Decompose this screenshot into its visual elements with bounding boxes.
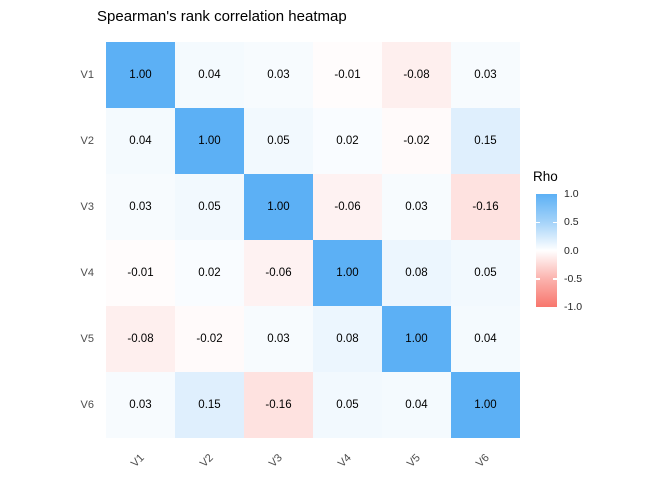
legend-tick-mark — [553, 278, 557, 280]
y-axis-label: V6 — [80, 399, 94, 411]
heatmap-cell: -0.01 — [106, 240, 175, 306]
legend-colorbar — [536, 194, 557, 307]
heatmap-cell: -0.08 — [382, 42, 451, 108]
heatmap-cell: 0.03 — [451, 42, 520, 108]
heatmap-cell: 0.04 — [106, 108, 175, 174]
legend-tick-label: 1.0 — [564, 188, 579, 200]
heatmap-cell: 1.00 — [106, 42, 175, 108]
heatmap-cell: 0.04 — [451, 306, 520, 372]
heatmap-cell: -0.16 — [244, 372, 313, 438]
heatmap-cell: 0.15 — [175, 372, 244, 438]
x-axis-label: V1 — [128, 451, 147, 470]
y-axis-label: V4 — [80, 267, 94, 279]
heatmap-cell: 0.05 — [451, 240, 520, 306]
heatmap-grid: 1.00 0.04 0.03 -0.01 -0.08 0.03 0.04 1.00 0.05 0.… — [106, 42, 520, 438]
x-axis-label: V5 — [404, 451, 423, 470]
heatmap-cell: 1.00 — [451, 372, 520, 438]
heatmap-cell: 0.05 — [313, 372, 382, 438]
heatmap-cell: -0.06 — [244, 240, 313, 306]
heatmap-cell: 1.00 — [313, 240, 382, 306]
legend-tick-label: 0.0 — [564, 244, 579, 257]
legend-tick-mark — [536, 278, 540, 280]
x-axis-label: V4 — [335, 451, 354, 470]
legend-title: Rho — [533, 169, 558, 184]
x-axis-label: V3 — [266, 451, 285, 470]
y-axis-label: V5 — [80, 333, 94, 345]
heatmap-cell: 0.05 — [244, 108, 313, 174]
heatmap-cell: 1.00 — [382, 306, 451, 372]
heatmap-cell: 0.03 — [244, 42, 313, 108]
x-axis-label: V2 — [197, 451, 216, 470]
heatmap-cell: 0.02 — [313, 108, 382, 174]
heatmap-cell: 0.08 — [382, 240, 451, 306]
heatmap-cell: -0.02 — [382, 108, 451, 174]
heatmap-cell: 0.05 — [175, 174, 244, 240]
heatmap-cell: 0.04 — [175, 42, 244, 108]
heatmap-cell: 0.02 — [175, 240, 244, 306]
legend-tick-label: 0.5 — [564, 216, 579, 229]
heatmap-cell: 0.15 — [451, 108, 520, 174]
legend-tick-mark — [553, 221, 557, 223]
y-axis-label: V3 — [80, 201, 94, 213]
heatmap-cell: 0.03 — [244, 306, 313, 372]
heatmap-cell: 0.03 — [106, 372, 175, 438]
x-axis-label: V6 — [473, 451, 492, 470]
heatmap-cell: -0.16 — [451, 174, 520, 240]
legend-tick-label: -0.5 — [564, 272, 583, 285]
legend-tick-label: -1.0 — [564, 301, 583, 313]
heatmap-cell: 0.03 — [106, 174, 175, 240]
heatmap-cell: 1.00 — [244, 174, 313, 240]
heatmap-cell: -0.01 — [313, 42, 382, 108]
heatmap-cell: -0.06 — [313, 174, 382, 240]
legend-tick-mark — [536, 221, 540, 223]
y-axis-label: V2 — [80, 135, 94, 147]
heatmap-cell: -0.02 — [175, 306, 244, 372]
chart-title: Spearman's rank correlation heatmap — [97, 8, 347, 25]
heatmap-cell: 0.04 — [382, 372, 451, 438]
heatmap-cell: 0.03 — [382, 174, 451, 240]
y-axis-label: V1 — [80, 69, 94, 81]
heatmap-cell: -0.08 — [106, 306, 175, 372]
heatmap-cell: 0.08 — [313, 306, 382, 372]
heatmap-cell: 1.00 — [175, 108, 244, 174]
